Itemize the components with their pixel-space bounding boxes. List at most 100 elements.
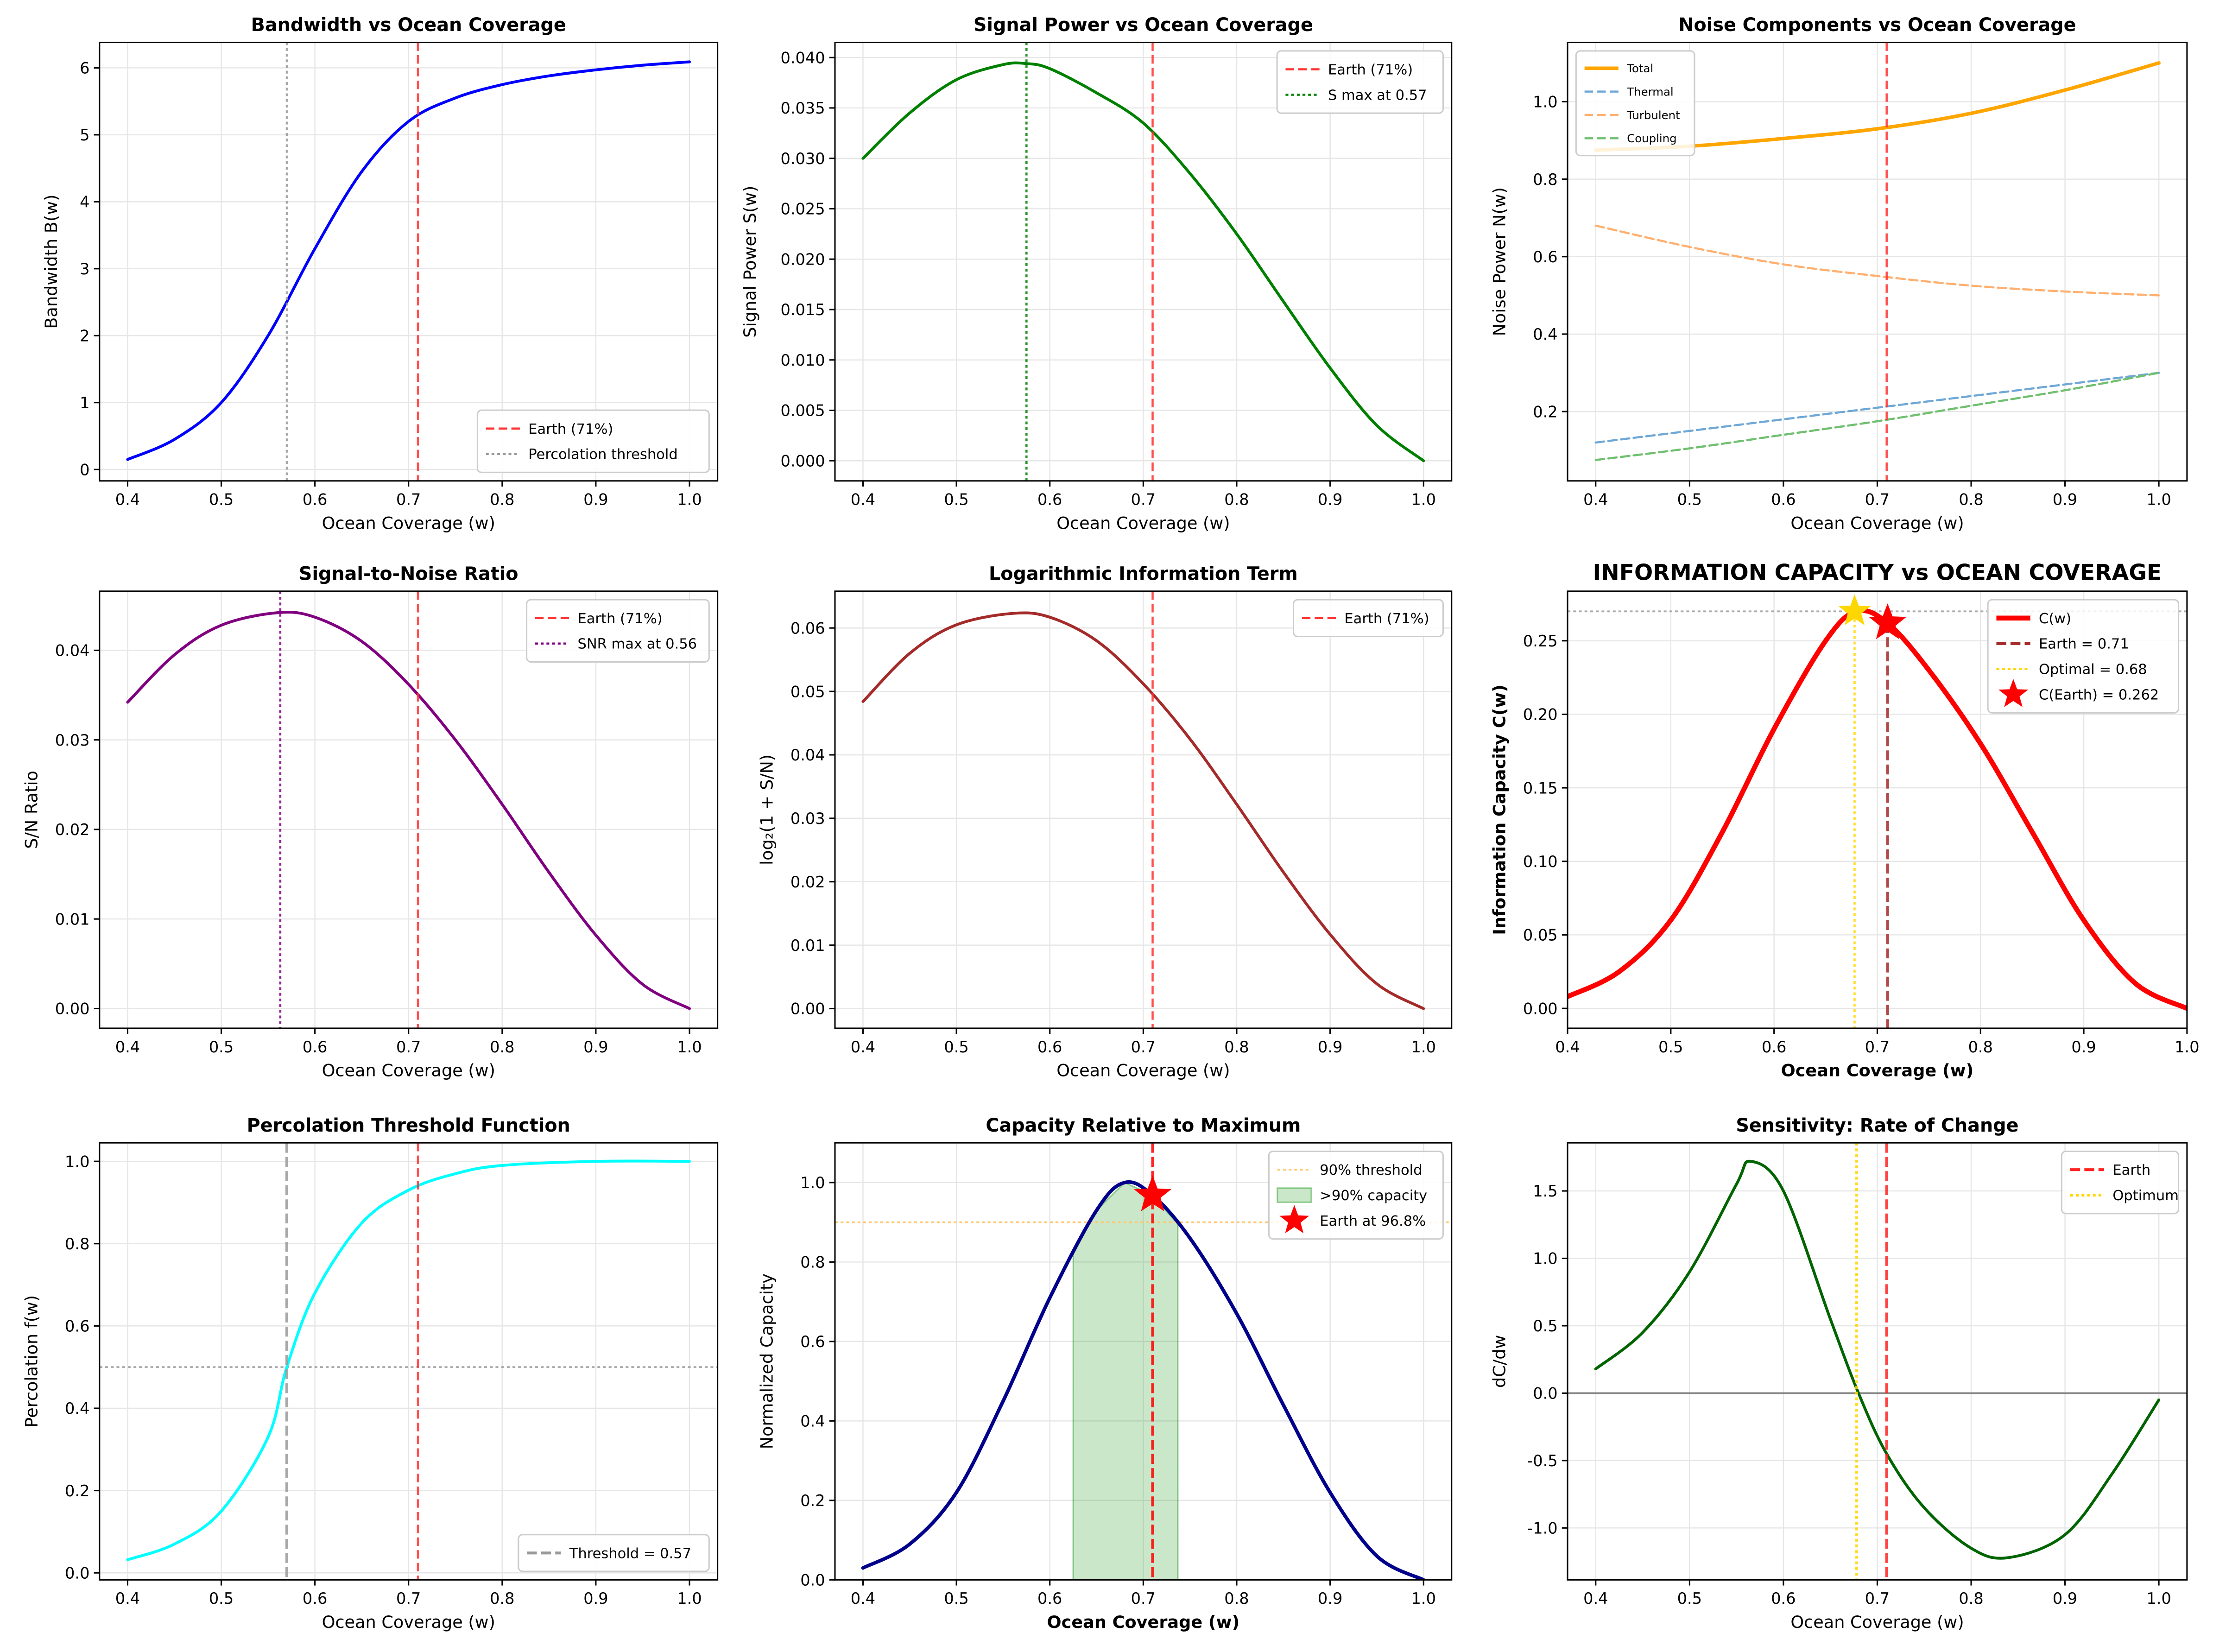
legend: Total Thermal Turbulent Coupling [1575, 50, 1695, 157]
legend-label: Threshold = 0.57 [569, 1545, 691, 1562]
y-axis-label: Percolation f(w) [22, 1295, 42, 1428]
legend-box [2061, 1150, 2180, 1215]
y-tick-label: 0.6 [1533, 248, 1557, 266]
series-line [861, 1180, 1426, 1580]
legend-star-icon [1998, 679, 2029, 707]
legend: Earth (71%) S max at 0.57 [1276, 50, 1444, 114]
y-tick-label: 0.0 [1533, 1385, 1557, 1403]
legend-box [1575, 50, 1695, 157]
legend: Earth (71%) Percolation threshold [476, 409, 710, 473]
y-tick-label: 0.2 [65, 1482, 89, 1500]
legend-box [476, 409, 710, 473]
series-line [1568, 608, 2187, 1011]
y-tick-label: 0.15 [1523, 779, 1558, 797]
legend-label: Earth (71%) [528, 421, 613, 437]
x-tick-label: 0.9 [1318, 1589, 1342, 1608]
legend-box [1268, 1150, 1444, 1240]
chart-title: Logarithmic Information Term [989, 563, 1298, 584]
y-tick-label: 0.25 [1523, 632, 1558, 650]
legend: 90% threshold >90% capacity Earth at 96.8% [1268, 1150, 1444, 1240]
subplot-9: 0.4 0.5 0.6 0.7 0.8 0.9 1.0 -1.0 -0.5 0.0 0.5 1.0 1.… [1490, 1115, 2188, 1632]
x-tick-label: 1.0 [677, 1038, 702, 1056]
star-marker [1133, 1175, 1172, 1211]
chart-title: Sensitivity: Rate of Change [1736, 1115, 2018, 1136]
legend-box [1292, 599, 1444, 638]
x-axis-label: Ocean Coverage (w) [322, 513, 495, 533]
legend-label: Total [1626, 62, 1653, 75]
legend-box [526, 599, 710, 663]
x-tick-label: 0.9 [583, 1589, 608, 1608]
y-tick-label: 0.20 [1523, 706, 1558, 724]
x-tick-label: 0.7 [1865, 491, 1890, 509]
legend-label: C(w) [2039, 611, 2071, 627]
y-tick-label: 0.04 [790, 746, 825, 764]
plot-area [99, 1143, 718, 1580]
legend-label: Earth at 96.8% [1320, 1213, 1426, 1229]
y-tick-label: 1.0 [65, 1152, 89, 1171]
y-axis-label: Normalized Capacity [757, 1273, 777, 1449]
x-tick-label: 0.7 [396, 1589, 421, 1608]
x-tick-label: 0.7 [1131, 1038, 1156, 1056]
x-tick-label: 0.4 [1555, 1038, 1580, 1056]
legend-label: Turbulent [1626, 108, 1680, 122]
y-tick-label: 2 [80, 327, 89, 345]
y-tick-label: 0.00 [55, 1000, 90, 1018]
subplot-7: 0.4 0.5 0.6 0.7 0.8 0.9 1.0 0.0 0.2 0.4 0.6 0.8 1.0 P… [22, 1115, 719, 1632]
x-tick-label: 0.9 [2071, 1038, 2096, 1056]
y-tick-label: 0.05 [1523, 926, 1558, 944]
y-tick-label: 1.0 [1533, 1250, 1557, 1268]
x-tick-label: 0.7 [1865, 1038, 1890, 1056]
x-tick-label: 0.5 [209, 1038, 234, 1056]
chart-title: Signal Power vs Ocean Coverage [974, 14, 1313, 36]
y-tick-label: 0.0 [65, 1564, 89, 1582]
x-axis-label: Ocean Coverage (w) [1047, 1612, 1240, 1632]
x-tick-label: 0.7 [1131, 491, 1156, 509]
y-axis-label: Bandwidth B(w) [41, 195, 61, 329]
fill-region [1072, 1182, 1179, 1580]
chart-title: Capacity Relative to Maximum [986, 1115, 1301, 1136]
chart-title: INFORMATION CAPACITY vs OCEAN COVERAGE [1593, 560, 2162, 585]
x-tick-label: 0.4 [851, 491, 875, 509]
x-tick-label: 0.4 [851, 1589, 875, 1608]
plot-area [99, 42, 718, 481]
y-tick-label: 0.040 [781, 49, 825, 67]
y-tick-label: 0.4 [65, 1399, 89, 1418]
series-line [126, 60, 691, 461]
x-tick-label: 0.8 [490, 1038, 514, 1056]
y-tick-label: 0.2 [1533, 403, 1557, 421]
y-tick-label: 0.2 [800, 1492, 825, 1510]
x-tick-label: 0.9 [1318, 1038, 1342, 1056]
x-tick-label: 0.8 [1959, 491, 1983, 509]
y-tick-label: 0.030 [781, 150, 825, 168]
x-tick-label: 0.5 [1658, 1038, 1683, 1056]
y-tick-label: 0.010 [781, 351, 825, 369]
y-tick-label: 0.005 [781, 402, 825, 420]
x-tick-label: 0.6 [303, 1038, 327, 1056]
series-line [126, 611, 691, 1010]
legend-star-icon [1279, 1205, 1309, 1234]
y-tick-label: 0.10 [1523, 853, 1558, 871]
x-tick-label: 0.8 [1959, 1589, 1983, 1608]
y-axis-label: Information Capacity C(w) [1490, 684, 1510, 935]
x-tick-label: 0.9 [2053, 1589, 2077, 1608]
legend-label: 90% threshold [1320, 1162, 1422, 1178]
y-tick-label: 0.020 [781, 250, 825, 268]
x-tick-label: 0.5 [209, 491, 234, 509]
chart-title: Percolation Threshold Function [247, 1115, 570, 1136]
y-tick-label: 0.8 [65, 1235, 89, 1253]
x-tick-label: 1.0 [1411, 491, 1436, 509]
x-tick-label: 0.4 [115, 1038, 140, 1056]
x-tick-label: 0.5 [944, 491, 968, 509]
x-tick-label: 0.7 [1865, 1589, 1890, 1608]
x-axis-label: Ocean Coverage (w) [1056, 513, 1230, 533]
x-axis-label: Ocean Coverage (w) [322, 1612, 495, 1632]
x-tick-label: 0.8 [490, 1589, 514, 1608]
series-line [126, 1159, 691, 1561]
series-line [861, 61, 1425, 462]
plot-area [1568, 42, 2187, 481]
x-tick-label: 0.5 [209, 1589, 234, 1608]
x-tick-label: 0.4 [1583, 1589, 1608, 1608]
y-tick-label: 1.0 [800, 1174, 825, 1192]
x-tick-label: 0.7 [1131, 1589, 1156, 1608]
x-tick-label: 0.4 [115, 491, 140, 509]
